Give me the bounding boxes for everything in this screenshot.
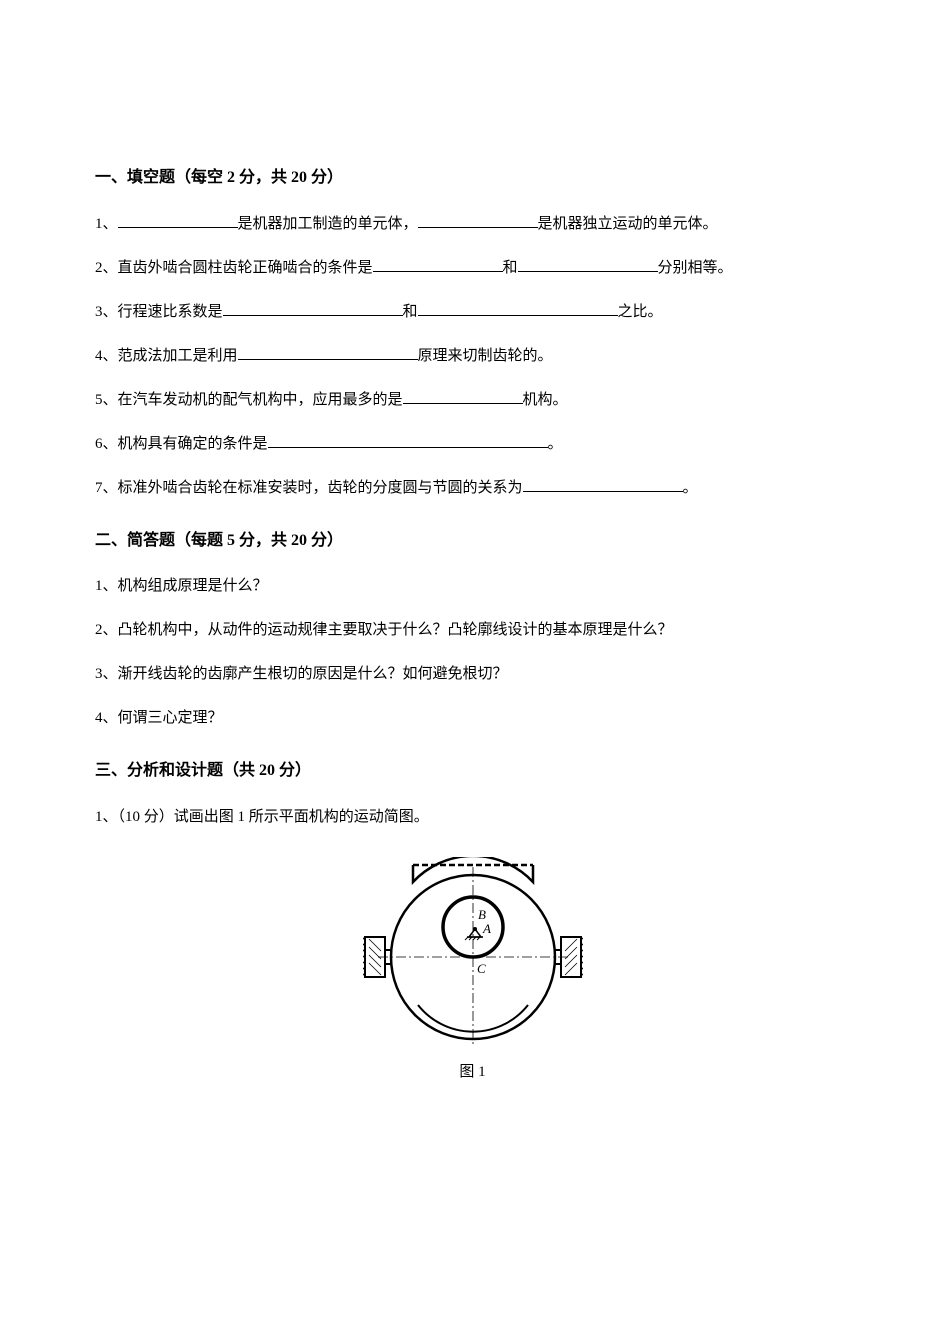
q6-num: 6、 <box>95 436 118 452</box>
label-c: C <box>477 961 486 976</box>
q2-t1: 直齿外啮合圆柱齿轮正确啮合的条件是 <box>118 260 373 276</box>
q4-t2: 原理来切制齿轮的。 <box>418 348 553 364</box>
blank-field[interactable] <box>418 298 618 316</box>
q3-num: 3、 <box>95 304 118 320</box>
pivot-symbol <box>465 927 483 940</box>
q1-num: 1、 <box>95 216 118 232</box>
figure-1-caption: 图 1 <box>95 1060 850 1084</box>
blank-field[interactable] <box>238 342 418 360</box>
q6-t2: 。 <box>548 436 563 452</box>
q4-num: 4、 <box>95 348 118 364</box>
figure-1-container: B A C 图 1 <box>95 857 850 1084</box>
section-fill-blank: 一、填空题（每空 2 分，共 20 分） 1、 是机器加工制造的单元体， 是机器独立… <box>95 165 850 503</box>
q3-t2: 和 <box>403 304 418 320</box>
question-1-7: 7、标准外啮合齿轮在标准安装时，齿轮的分度圆与节圆的关系为 。 <box>95 473 850 503</box>
label-b: B <box>478 907 486 922</box>
section1-title: 一、填空题（每空 2 分，共 20 分） <box>95 165 850 191</box>
question-2-2: 2、凸轮机构中，从动件的运动规律主要取决于什么？凸轮廓线设计的基本原理是什么？ <box>95 615 850 645</box>
q2-t2: 和 <box>503 260 518 276</box>
blank-field[interactable] <box>518 254 658 272</box>
blank-field[interactable] <box>403 386 523 404</box>
q2-t3: 分别相等。 <box>658 260 733 276</box>
question-1-4: 4、范成法加工是利用 原理来切制齿轮的。 <box>95 341 850 371</box>
question-2-1: 1、机构组成原理是什么？ <box>95 571 850 601</box>
question-1-6: 6、机构具有确定的条件是 。 <box>95 429 850 459</box>
question-1-3: 3、行程速比系数是 和 之比。 <box>95 297 850 327</box>
section-analysis-design: 三、分析和设计题（共 20 分） 1、（10 分）试画出图 1 所示平面机构的运… <box>95 758 850 1084</box>
q7-t2: 。 <box>683 480 698 496</box>
mechanism-diagram: B A C <box>363 857 583 1052</box>
q5-t2: 机构。 <box>523 392 568 408</box>
q7-num: 7、 <box>95 480 118 496</box>
q6-t1: 机构具有确定的条件是 <box>118 436 268 452</box>
blank-field[interactable] <box>223 298 403 316</box>
blank-field[interactable] <box>523 474 683 492</box>
q2-num: 2、 <box>95 260 118 276</box>
section3-title: 三、分析和设计题（共 20 分） <box>95 758 850 784</box>
q1-t2: 是机器独立运动的单元体。 <box>538 216 718 232</box>
question-1-2: 2、直齿外啮合圆柱齿轮正确啮合的条件是 和 分别相等。 <box>95 253 850 283</box>
q3-t3: 之比。 <box>618 304 663 320</box>
question-3-1: 1、（10 分）试画出图 1 所示平面机构的运动简图。 <box>95 802 850 832</box>
section2-title: 二、简答题（每题 5 分，共 20 分） <box>95 528 850 554</box>
question-2-3: 3、渐开线齿轮的齿廓产生根切的原因是什么？如何避免根切？ <box>95 659 850 689</box>
question-1-1: 1、 是机器加工制造的单元体， 是机器独立运动的单元体。 <box>95 209 850 239</box>
q5-t1: 在汽车发动机的配气机构中，应用最多的是 <box>118 392 403 408</box>
blank-field[interactable] <box>118 210 238 228</box>
blank-field[interactable] <box>418 210 538 228</box>
section-short-answer: 二、简答题（每题 5 分，共 20 分） 1、机构组成原理是什么？ 2、凸轮机构… <box>95 528 850 734</box>
q4-t1: 范成法加工是利用 <box>118 348 238 364</box>
blank-field[interactable] <box>268 430 548 448</box>
label-a: A <box>482 921 491 936</box>
question-1-5: 5、在汽车发动机的配气机构中，应用最多的是 机构。 <box>95 385 850 415</box>
blank-field[interactable] <box>373 254 503 272</box>
question-2-4: 4、何谓三心定理？ <box>95 703 850 733</box>
q7-t1: 标准外啮合齿轮在标准安装时，齿轮的分度圆与节圆的关系为 <box>118 480 523 496</box>
q1-t1: 是机器加工制造的单元体， <box>238 216 418 232</box>
q5-num: 5、 <box>95 392 118 408</box>
q3-t1: 行程速比系数是 <box>118 304 223 320</box>
